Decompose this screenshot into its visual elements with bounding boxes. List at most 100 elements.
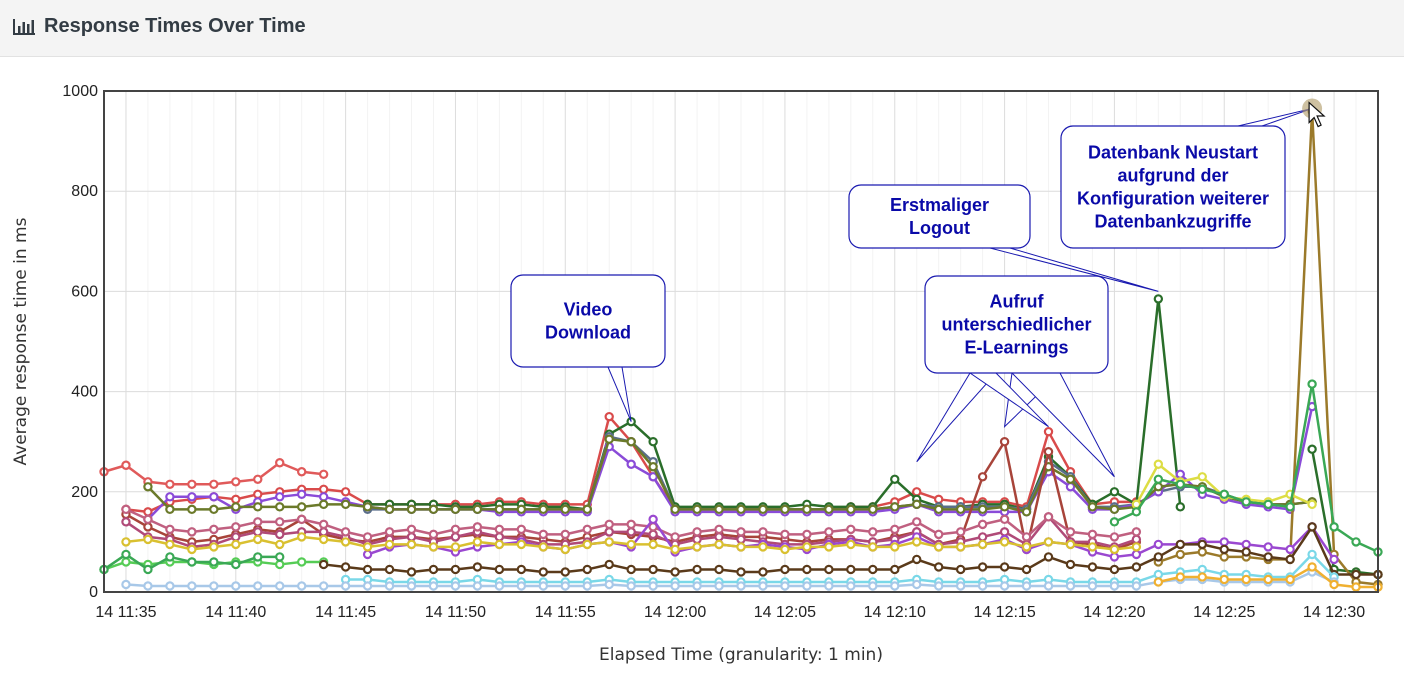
data-point[interactable] [999,527,1010,537]
data-point[interactable] [318,484,329,494]
data-point[interactable] [516,564,527,575]
data-point[interactable] [890,542,900,552]
data-point[interactable] [538,567,549,577]
data-point[interactable] [670,532,680,542]
data-point[interactable] [362,532,373,542]
data-point[interactable] [1109,564,1120,575]
data-point[interactable] [121,504,131,515]
data-point[interactable] [318,469,329,479]
data-point[interactable] [736,534,746,545]
data-point[interactable] [582,539,592,550]
data-point[interactable] [868,581,878,591]
data-point[interactable] [1065,539,1076,550]
data-point[interactable] [780,564,790,575]
data-point[interactable] [999,502,1010,512]
data-point[interactable] [406,581,417,591]
data-point[interactable] [1087,562,1098,572]
data-point[interactable] [1263,574,1273,585]
data-point[interactable] [1131,581,1142,591]
data-point[interactable] [165,492,175,502]
data-point[interactable] [538,581,549,591]
data-point[interactable] [275,529,285,540]
data-point[interactable] [1285,554,1295,565]
data-point[interactable] [209,504,219,515]
data-point[interactable] [692,564,702,575]
data-point[interactable] [933,542,944,552]
data-point[interactable] [1175,549,1186,560]
data-point[interactable] [560,544,570,555]
data-point[interactable] [121,517,131,527]
data-point[interactable] [714,564,724,575]
data-point[interactable] [1285,502,1295,512]
data-point[interactable] [1043,426,1054,437]
data-point[interactable] [714,581,724,591]
data-point[interactable] [472,522,483,532]
data-point[interactable] [824,527,834,537]
data-point[interactable] [318,559,329,570]
data-point[interactable] [275,552,285,562]
data-point[interactable] [1351,537,1361,547]
data-point[interactable] [1109,544,1120,555]
data-point[interactable] [999,437,1010,447]
data-point[interactable] [1153,577,1164,587]
data-point[interactable] [187,527,197,537]
data-point[interactable] [1219,552,1229,562]
data-point[interactable] [1307,444,1317,454]
data-point[interactable] [296,581,307,591]
data-point[interactable] [538,529,549,540]
data-point[interactable] [802,504,812,515]
data-point[interactable] [780,581,790,591]
data-point[interactable] [846,581,856,591]
data-point[interactable] [253,517,263,527]
data-point[interactable] [1263,542,1273,552]
data-point[interactable] [209,479,219,489]
data-point[interactable] [450,564,461,575]
data-point[interactable] [1241,539,1251,550]
data-point[interactable] [955,581,966,591]
data-point[interactable] [538,542,549,552]
data-point[interactable] [1131,527,1142,537]
data-point[interactable] [187,581,197,591]
data-point[interactable] [340,581,351,591]
data-point[interactable] [955,564,966,575]
data-point[interactable] [1241,497,1251,507]
data-point[interactable] [977,472,988,482]
data-point[interactable] [977,532,988,542]
data-point[interactable] [318,534,329,545]
data-point[interactable] [1065,581,1076,591]
data-point[interactable] [758,542,768,552]
data-point[interactable] [275,517,285,527]
data-point[interactable] [692,504,702,515]
data-point[interactable] [1153,539,1164,550]
data-point[interactable] [824,504,834,515]
data-point[interactable] [802,529,812,540]
data-point[interactable] [1219,537,1229,547]
data-point[interactable] [933,581,944,591]
data-point[interactable] [626,581,636,591]
data-point[interactable] [1197,547,1207,557]
data-point[interactable] [780,529,790,540]
data-point[interactable] [384,504,395,515]
data-point[interactable] [253,581,263,591]
data-point[interactable] [582,504,592,515]
data-point[interactable] [868,564,878,575]
data-point[interactable] [1131,542,1142,552]
data-point[interactable] [165,504,175,515]
data-point[interactable] [472,504,483,515]
data-point[interactable] [1153,569,1164,580]
data-point[interactable] [1351,569,1361,580]
data-point[interactable] [736,542,746,552]
data-point[interactable] [406,567,417,577]
data-point[interactable] [912,579,922,590]
data-point[interactable] [714,504,724,515]
data-point[interactable] [253,552,263,562]
data-point[interactable] [209,524,219,535]
data-point[interactable] [1087,529,1098,540]
data-point[interactable] [560,581,570,591]
data-point[interactable] [1043,552,1054,562]
data-point[interactable] [362,549,373,560]
data-point[interactable] [736,504,746,515]
data-point[interactable] [648,529,658,540]
data-point[interactable] [1219,544,1229,555]
data-point[interactable] [1175,502,1186,512]
